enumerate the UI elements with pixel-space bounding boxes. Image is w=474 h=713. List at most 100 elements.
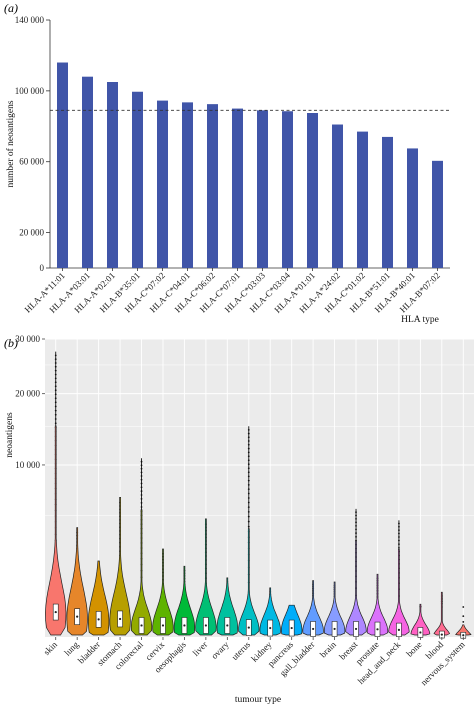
violin-median [76,615,79,618]
outlier-point [247,475,250,478]
outlier-point [398,539,400,542]
outlier-point [54,413,57,416]
violin-group-bladder [87,560,110,636]
violin-median [440,633,443,636]
bar-HLA-B*07:02 [432,160,443,268]
outlier-point [140,506,143,508]
violin-body [66,527,88,636]
outlier-point [398,525,400,528]
violin-body [152,548,174,636]
bar-HLA-B*40:01 [407,148,418,268]
outlier-point [54,418,57,420]
violin-group-oesophagis [173,565,196,636]
violin-body [388,549,410,636]
x-tick-label: brain [318,639,339,660]
violin-group-nervous_system [455,606,472,639]
outlier-point [247,525,250,528]
panel-a: (a) 0 20 000 60 000 100 000 140 000 HLA-A*11:… [0,0,474,335]
outlier-point [54,389,57,392]
violin-body [109,497,131,636]
violin-body [455,624,472,636]
violin-median [140,624,143,627]
outlier-point [54,354,57,357]
outlier-point [398,529,400,532]
bar-HLA-A*24:02 [332,124,343,268]
violin-median [97,618,100,621]
violin-body [130,509,153,636]
violin-body [238,528,260,636]
x-axis-title: tumour type [235,695,281,705]
violin-body [87,560,110,636]
x-tick-label: liver [191,639,210,658]
outlier-point [247,471,250,474]
outlier-point [462,606,465,608]
violin-body [345,540,367,636]
bar-HLA-A*03:01 [82,76,93,268]
bar-HLA-C*03:04 [282,111,293,268]
x-tick-label: ovary [209,639,231,661]
outlier-point [462,621,465,623]
outlier-point [247,483,250,486]
outlier-point [140,502,143,504]
outlier-point [247,459,250,462]
outlier-point [355,514,357,517]
violin-group-lung [66,527,88,636]
violin-median [118,617,122,621]
violin-group-kidney [259,587,281,637]
violin-median [312,627,315,631]
outlier-point [54,397,57,400]
bar-HLA-A*02:01 [107,82,118,268]
y-tick-label: 100 000 [15,86,45,96]
violin-body [216,577,238,636]
y-tick-label: 60 000 [19,157,44,167]
violin-median [204,624,207,627]
outlier-point [54,405,57,408]
outlier-point [140,486,143,489]
outlier-point [355,528,357,531]
violin-group-uterus [238,426,260,636]
violin-median [54,610,57,614]
outlier-point [54,369,57,372]
panel-b-label: (b) [4,336,18,350]
y-tick-label: 140 000 [15,15,45,25]
outlier-point [355,521,357,524]
violin-group-skin [45,351,67,636]
outlier-point [54,422,57,425]
violin-median [354,627,358,631]
violin-group-cervix [152,548,174,636]
outlier-point [140,494,143,496]
outlier-point [247,436,250,439]
violin-group-prostate [366,573,389,637]
panel-a-label: (a) [4,1,18,15]
violin-body [302,580,324,636]
violin-group-stomach [109,497,131,636]
violin-median [226,624,229,627]
outlier-point [247,443,250,446]
violin-group-liver [195,518,217,636]
violin-median [462,634,465,637]
outlier-point [140,475,143,477]
violin-body [45,425,67,636]
outlier-point [355,511,357,514]
outlier-point [247,467,250,470]
outlier-point [140,490,143,492]
outlier-point [398,546,400,549]
outlier-point [398,543,400,546]
violin-group-breast [345,508,367,637]
y-tick-label: 10 000 [15,460,40,470]
outlier-point [247,506,250,509]
outlier-point [140,460,143,463]
violin-median [161,624,165,627]
outlier-point [398,536,400,538]
x-axis-title: HLA type [401,315,439,325]
violin-body [173,565,196,636]
violin-group-colorectal [130,458,153,636]
outlier-point [140,464,143,467]
violin-median [269,626,272,630]
x-tick-label: skin [41,639,59,657]
outlier-point [140,471,143,474]
outlier-point [140,498,143,500]
violin-group-gall_bladder [302,580,324,637]
x-tick-label: bone [404,639,423,658]
